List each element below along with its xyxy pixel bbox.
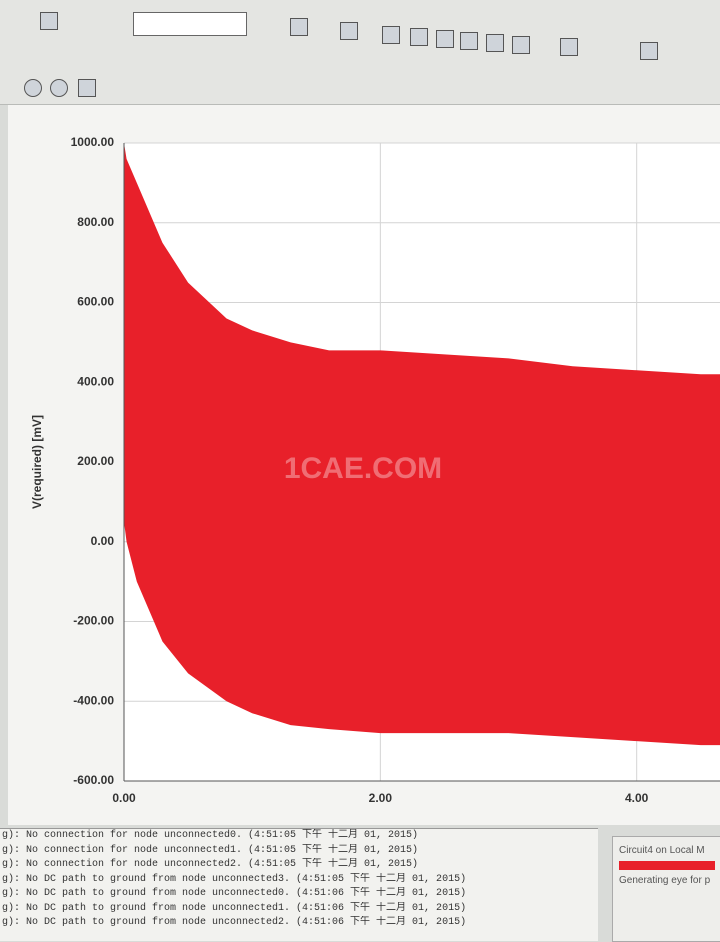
icon[interactable] [560,38,578,56]
y-tick-label: -200.00 [73,614,114,628]
log-line: g): No connection for node unconnected1.… [2,844,419,856]
side-status: Generating eye for p [619,875,711,886]
y-tick-label: -400.00 [73,693,114,707]
log-line: g): No DC path to ground from node uncon… [2,888,467,899]
log-line: g): No DC path to ground from node uncon… [2,902,467,914]
log-line: g): No connection for node unconnected0.… [2,830,419,841]
y-tick-label: 0.00 [91,534,115,548]
y-tick-label: 1000.00 [71,135,115,149]
chart-panel: V(required) [mV] 1000.00 800.00 600.00 400.… [8,105,720,825]
icon[interactable] [382,26,400,44]
icon[interactable] [40,12,58,30]
y-axis-label: V(required) [mV] [30,415,44,509]
x-tick-label: 4.00 [625,791,649,805]
log-line: g): No DC path to ground from node uncon… [2,917,467,928]
zoom-out[interactable] [50,79,68,97]
icon[interactable] [410,28,428,46]
log-line: g): No DC path to ground from node uncon… [2,873,467,885]
y-tick-label: 600.00 [77,295,114,309]
icon[interactable] [340,22,358,40]
toolbar [0,0,720,71]
side-panel: Circuit4 on Local M Generating eye for p [612,836,720,942]
icon[interactable] [460,32,478,50]
icon[interactable] [290,18,308,36]
y-tick-label: 400.00 [77,374,114,388]
icon[interactable] [640,42,658,60]
y-tick-label: -600.00 [73,773,114,787]
watermark: 1CAE.COM [284,452,442,485]
dropdown[interactable] [133,12,247,36]
pan[interactable] [78,79,96,97]
x-tick-label: 2.00 [369,791,393,805]
icon[interactable] [486,34,504,52]
icon[interactable] [436,30,454,48]
side-title: Circuit4 on Local M [619,845,705,856]
icon[interactable] [512,36,530,54]
zoom-in[interactable] [24,79,42,97]
signal-envelope [124,143,720,746]
log-panel: g): No connection for node unconnected0.… [0,828,598,941]
x-tick-label: 0.00 [112,791,136,805]
chart: V(required) [mV] 1000.00 800.00 600.00 400.… [30,135,720,805]
progress-bar [619,861,715,870]
y-tick-label: 800.00 [77,215,114,229]
zoom-toolbar [0,70,720,105]
y-tick-label: 200.00 [77,454,114,468]
log-line: g): No connection for node unconnected2.… [2,859,419,870]
